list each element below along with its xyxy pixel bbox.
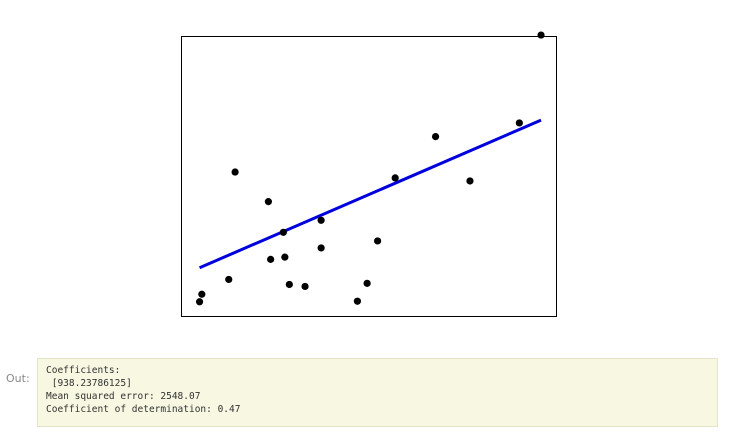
data-point-17 — [431, 133, 440, 141]
data-point-8 — [281, 253, 289, 261]
data-point-7 — [279, 228, 287, 236]
data-point-13 — [353, 297, 362, 305]
data-point-5 — [264, 198, 272, 206]
data-point-16 — [391, 174, 399, 182]
data-point-19 — [515, 119, 523, 127]
output-line-r2: Coefficient of determination: 0.47 — [46, 404, 241, 415]
data-point-9 — [285, 280, 293, 289]
data-point-18 — [466, 177, 474, 185]
data-point-10 — [301, 282, 309, 291]
output-area: Coefficients: [938.23786125] Mean square… — [37, 358, 718, 427]
data-point-2 — [198, 290, 206, 298]
output-prompt: Out: — [6, 372, 30, 385]
data-point-11 — [317, 216, 325, 224]
data-point-3 — [225, 275, 233, 284]
data-point-20 — [537, 31, 545, 39]
data-point-4 — [231, 168, 239, 176]
data-point-1 — [195, 298, 204, 306]
plot-area — [181, 36, 557, 317]
output-line-mse: Mean squared error: 2548.07 — [46, 391, 201, 402]
data-point-12 — [317, 244, 325, 252]
data-point-15 — [374, 237, 382, 245]
data-point-14 — [363, 279, 371, 287]
regression-line — [198, 118, 542, 270]
data-point-6 — [267, 255, 275, 263]
output-line-coefficients-label: Coefficients: — [46, 365, 121, 376]
output-line-coefficients-value: [938.23786125] — [46, 378, 132, 389]
